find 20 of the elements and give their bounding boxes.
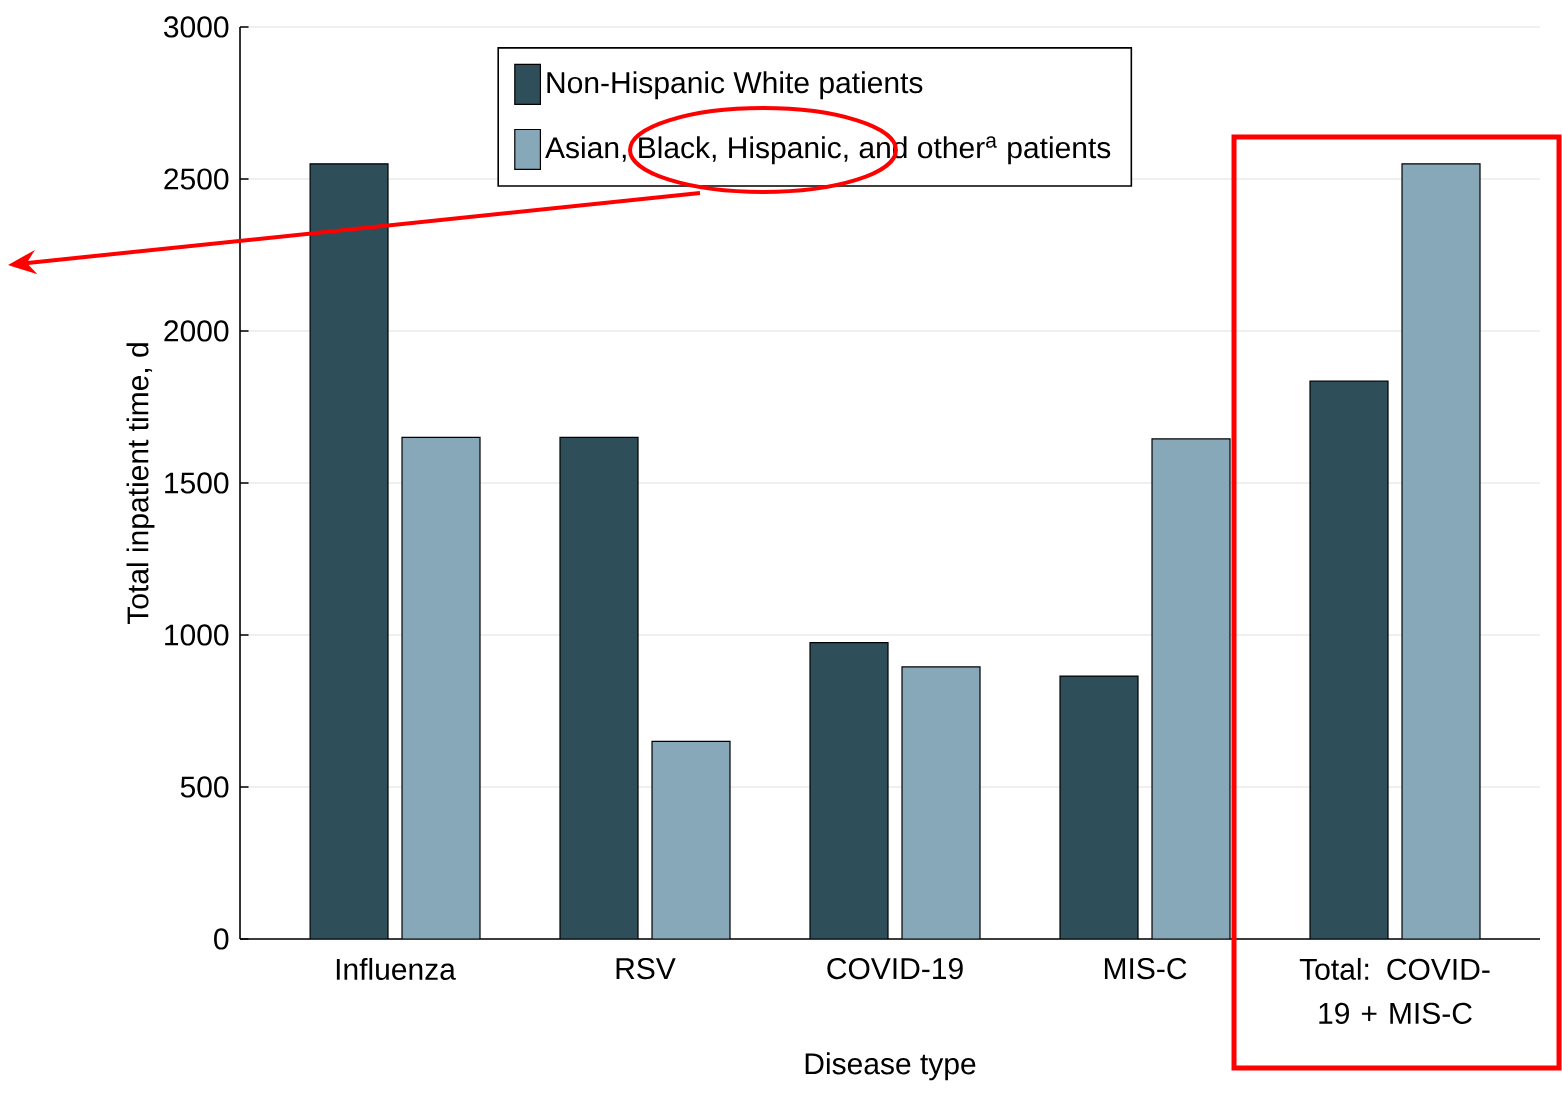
y-tick-label: 2000 [164,320,229,342]
y-tick-label: 0 [214,928,229,950]
bar [1401,163,1481,939]
x-tick-label: Total: COVID-19 + MIS-C [1299,957,1490,1024]
legend-label: Non-Hispanic White patients [547,71,923,100]
y-tick-label: 2500 [164,168,229,190]
y-tick-label: 1500 [165,472,229,494]
bar [401,436,481,939]
bar [651,740,731,939]
x-tick-label: RSV [616,957,676,980]
x-tick-label: Influenza [336,957,456,980]
y-axis-title: Total inpatient time, d [126,343,155,625]
bar [901,666,981,939]
x-tick-label: MIS-C [1104,957,1187,980]
x-tick-label: COVID-19 [827,957,963,980]
bar [1151,438,1231,939]
y-tick-label: 3000 [164,16,229,38]
y-tick-label: 500 [180,776,229,798]
y-tick-label: 1000 [165,624,229,646]
x-axis-title: Disease type [805,1052,976,1081]
